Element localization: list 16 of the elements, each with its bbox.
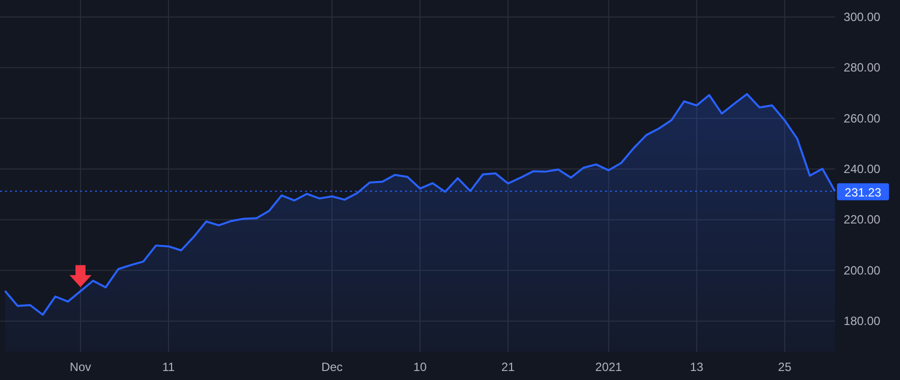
y-tick-label: 220.00 [844, 212, 881, 227]
y-tick-label: 240.00 [844, 162, 881, 176]
y-tick-label: 300.00 [844, 10, 881, 24]
y-tick-label: 260.00 [844, 111, 881, 126]
y-tick-label: 180.00 [844, 314, 881, 328]
x-tick-label: 25 [778, 360, 792, 374]
x-tick-label: 13 [690, 360, 704, 374]
ref-line-label: 231.23 [844, 185, 882, 200]
x-tick-label: 11 [162, 360, 176, 374]
x-tick-label: Nov [70, 360, 92, 374]
y-tick-label: 280.00 [844, 60, 881, 75]
y-tick-label: 200.00 [844, 263, 881, 278]
x-tick-label: 10 [413, 360, 428, 374]
x-tick-label: 2021 [595, 360, 622, 374]
x-tick-label: Dec [321, 360, 343, 374]
x-tick-label: 21 [501, 360, 516, 374]
